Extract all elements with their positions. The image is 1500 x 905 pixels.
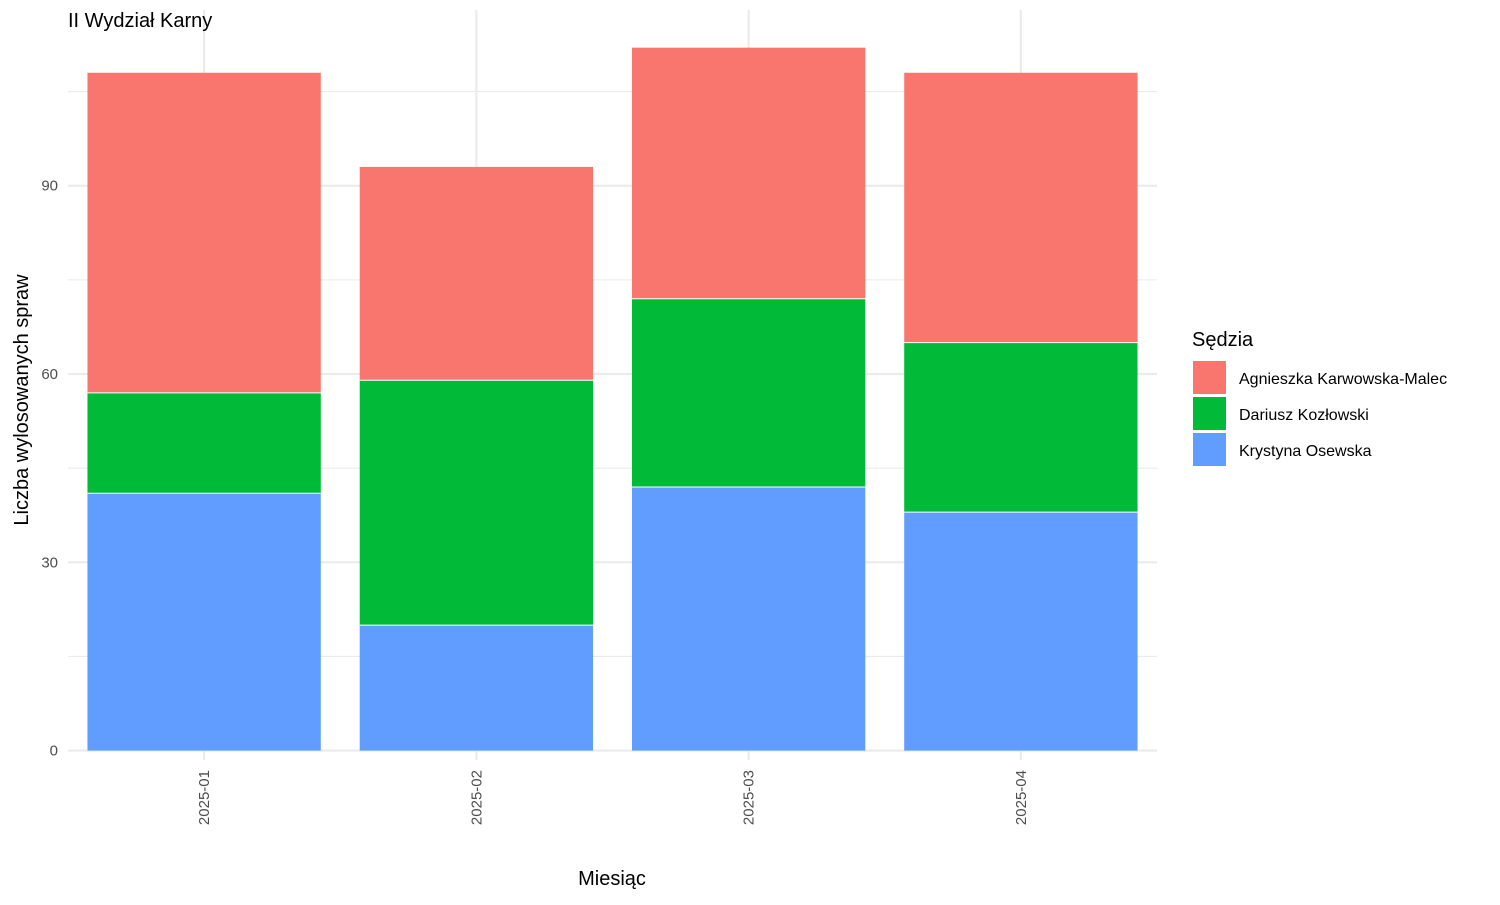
bar-segment xyxy=(87,72,321,393)
y-tick-label: 30 xyxy=(41,554,58,571)
legend: Sędzia Agnieszka Karwowska-Malec Dariusz … xyxy=(1192,329,1447,466)
x-tick-label: 2025-04 xyxy=(1013,770,1030,825)
bars-layer xyxy=(87,47,1138,751)
y-axis: 0 30 60 90 xyxy=(41,178,58,760)
bar-segment xyxy=(359,166,594,381)
legend-title: Sędzia xyxy=(1192,329,1254,351)
bar-segment xyxy=(631,486,866,751)
y-tick-label: 60 xyxy=(41,366,58,383)
x-tick-label: 2025-01 xyxy=(196,770,213,825)
bar-segment xyxy=(87,392,321,494)
y-tick-label: 90 xyxy=(41,178,58,195)
x-axis: 2025-01 2025-02 2025-03 2025-04 xyxy=(196,770,1030,825)
bar-segment xyxy=(904,72,1138,343)
legend-items: Agnieszka Karwowska-Malec Dariusz Kozłows… xyxy=(1193,361,1447,466)
chart-title: II Wydział Karny xyxy=(68,10,212,32)
legend-key xyxy=(1193,397,1226,430)
bar-segment xyxy=(631,298,866,487)
x-axis-title: Miesiąc xyxy=(578,868,646,890)
x-tick-label: 2025-02 xyxy=(468,770,485,825)
bar-segment xyxy=(904,512,1138,751)
y-axis-title: Liczba wylosowanych spraw xyxy=(11,274,33,526)
legend-label: Agnieszka Karwowska-Malec xyxy=(1239,371,1447,388)
bar-segment xyxy=(631,47,866,299)
bar-segment xyxy=(904,342,1138,513)
y-tick-label: 0 xyxy=(50,743,58,760)
bar-segment xyxy=(359,380,594,626)
legend-key xyxy=(1193,433,1226,466)
legend-label: Dariusz Kozłowski xyxy=(1239,407,1369,424)
bar-segment xyxy=(87,493,321,751)
bar-segment xyxy=(359,625,594,751)
legend-key xyxy=(1193,361,1226,394)
legend-label: Krystyna Osewska xyxy=(1239,443,1372,460)
x-tick-label: 2025-03 xyxy=(741,770,758,825)
